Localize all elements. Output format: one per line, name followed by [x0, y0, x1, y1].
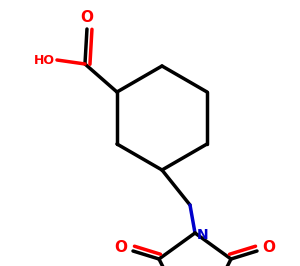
Text: N: N	[197, 228, 209, 242]
Text: O: O	[262, 239, 275, 255]
Text: HO: HO	[34, 53, 55, 66]
Text: O: O	[115, 239, 128, 255]
Text: O: O	[80, 10, 94, 26]
